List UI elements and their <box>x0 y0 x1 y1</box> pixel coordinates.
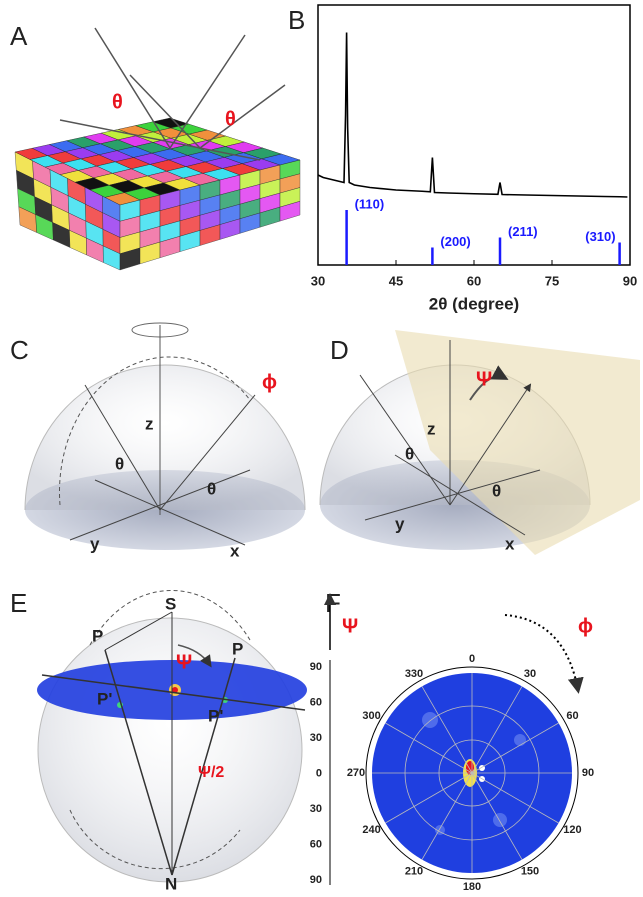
phi-tick-label: 30 <box>524 668 536 680</box>
phi-tick-label: 180 <box>463 881 481 893</box>
phi-tick-label: 120 <box>563 824 581 836</box>
phi-label: ϕ <box>262 371 277 393</box>
x-tick-label: 30 <box>311 273 325 288</box>
axis-label: y <box>395 514 405 533</box>
theta-label: θ <box>112 91 123 113</box>
x-tick-label: 60 <box>467 273 481 288</box>
panel-label: C <box>10 335 29 365</box>
theta-label: θ <box>225 108 236 130</box>
axis-label: y <box>90 534 100 553</box>
phi-tick-label: 60 <box>566 710 578 722</box>
phi-tick-label: 240 <box>362 824 380 836</box>
point-label: P' <box>208 706 223 725</box>
psi-tick-label: 0 <box>316 767 322 779</box>
point-label: N <box>165 874 177 893</box>
peak-label: (310) <box>585 229 615 244</box>
psi-tick-label: 60 <box>310 696 322 708</box>
point-label: P <box>232 639 243 658</box>
psi-tick-label: 30 <box>310 803 322 815</box>
psi-label: Ψ <box>176 651 192 673</box>
theta-label: θ <box>492 481 501 500</box>
phi-tick-label: 150 <box>521 866 539 878</box>
theta-label: θ <box>207 479 216 498</box>
figure: A B C D E F θ θ 30 45 60 75 90 (110) (200) (211… <box>0 0 643 897</box>
xrd-line <box>318 33 627 198</box>
theta-label: θ <box>115 454 124 473</box>
panel-label: D <box>330 335 349 365</box>
psi-tick-label: 90 <box>310 874 322 886</box>
x-axis-label: 2θ (degree) <box>429 294 519 313</box>
axis-label: x <box>505 534 515 553</box>
phi-tick-label: 300 <box>362 710 380 722</box>
x-tick-label: 75 <box>545 273 559 288</box>
phi-tick-label: 90 <box>582 767 594 779</box>
axis-label: x <box>230 541 240 560</box>
axis-label: z <box>145 414 154 433</box>
plot-frame <box>318 5 630 265</box>
phi-tick-label: 210 <box>405 866 423 878</box>
pole-figure <box>330 596 578 885</box>
panel-label: F <box>325 588 341 618</box>
peak-label: (200) <box>440 234 470 249</box>
point-label: P <box>92 626 103 645</box>
peak-label: (110) <box>355 196 385 211</box>
psi-label: Ψ <box>342 615 358 637</box>
phi-tick-label: 270 <box>347 767 365 779</box>
panel-label: B <box>288 5 305 35</box>
psi-label: Ψ <box>476 368 492 390</box>
psi-tick-label: 30 <box>310 732 322 744</box>
hemisphere-c <box>25 323 305 550</box>
panel-label: E <box>10 588 27 618</box>
psi-half-label: Ψ/2 <box>198 764 224 781</box>
point-label: S <box>165 594 176 613</box>
hemisphere-d <box>320 330 640 555</box>
psi-tick-label: 60 <box>310 838 322 850</box>
x-tick-label: 90 <box>623 273 637 288</box>
psi-tick-label: 90 <box>310 661 322 673</box>
x-tick-label: 45 <box>389 273 403 288</box>
peak-label: (211) <box>508 224 538 239</box>
axis-label: z <box>427 419 436 438</box>
panel-label: A <box>10 21 28 51</box>
phi-tick-label: 0 <box>469 653 475 665</box>
sphere-e <box>37 590 307 882</box>
phi-tick-label: 330 <box>405 668 423 680</box>
grain-slab <box>15 118 300 270</box>
point-label: P' <box>97 689 112 708</box>
phi-label: ϕ <box>578 615 593 637</box>
xrd-chart: 30 45 60 75 90 (110) (200) (211) (310) <box>311 33 637 289</box>
theta-label: θ <box>405 444 414 463</box>
